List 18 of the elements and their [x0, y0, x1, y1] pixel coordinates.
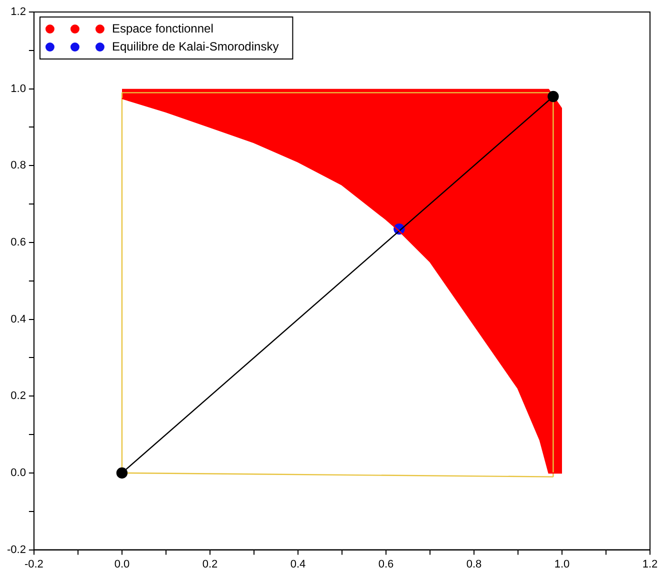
legend-label: Equilibre de Kalai-Smorodinsky	[112, 39, 279, 54]
x-tick-label: 1.0	[554, 558, 570, 570]
x-tick-label: -0.2	[24, 558, 44, 570]
y-tick-label: 0.8	[10, 160, 26, 172]
legend-label: Espace fonctionnel	[112, 21, 214, 36]
y-tick-label: 0.0	[10, 467, 26, 480]
y-tick-label: 1.2	[10, 6, 26, 18]
y-tick-label: 1.0	[10, 82, 26, 95]
x-tick-label: 1.2	[642, 558, 658, 570]
x-tick-label: 0.4	[290, 558, 306, 570]
x-tick-label: 0.6	[378, 558, 394, 570]
y-tick-label: -0.2	[6, 544, 26, 556]
x-tick-label: 0.0	[114, 558, 130, 570]
y-tick-label: 0.4	[10, 313, 26, 326]
x-tick-label: 0.8	[466, 558, 482, 570]
x-tick-label: 0.2	[202, 558, 218, 570]
y-tick-label: 0.6	[10, 236, 26, 249]
y-tick-label: 0.2	[10, 390, 26, 402]
